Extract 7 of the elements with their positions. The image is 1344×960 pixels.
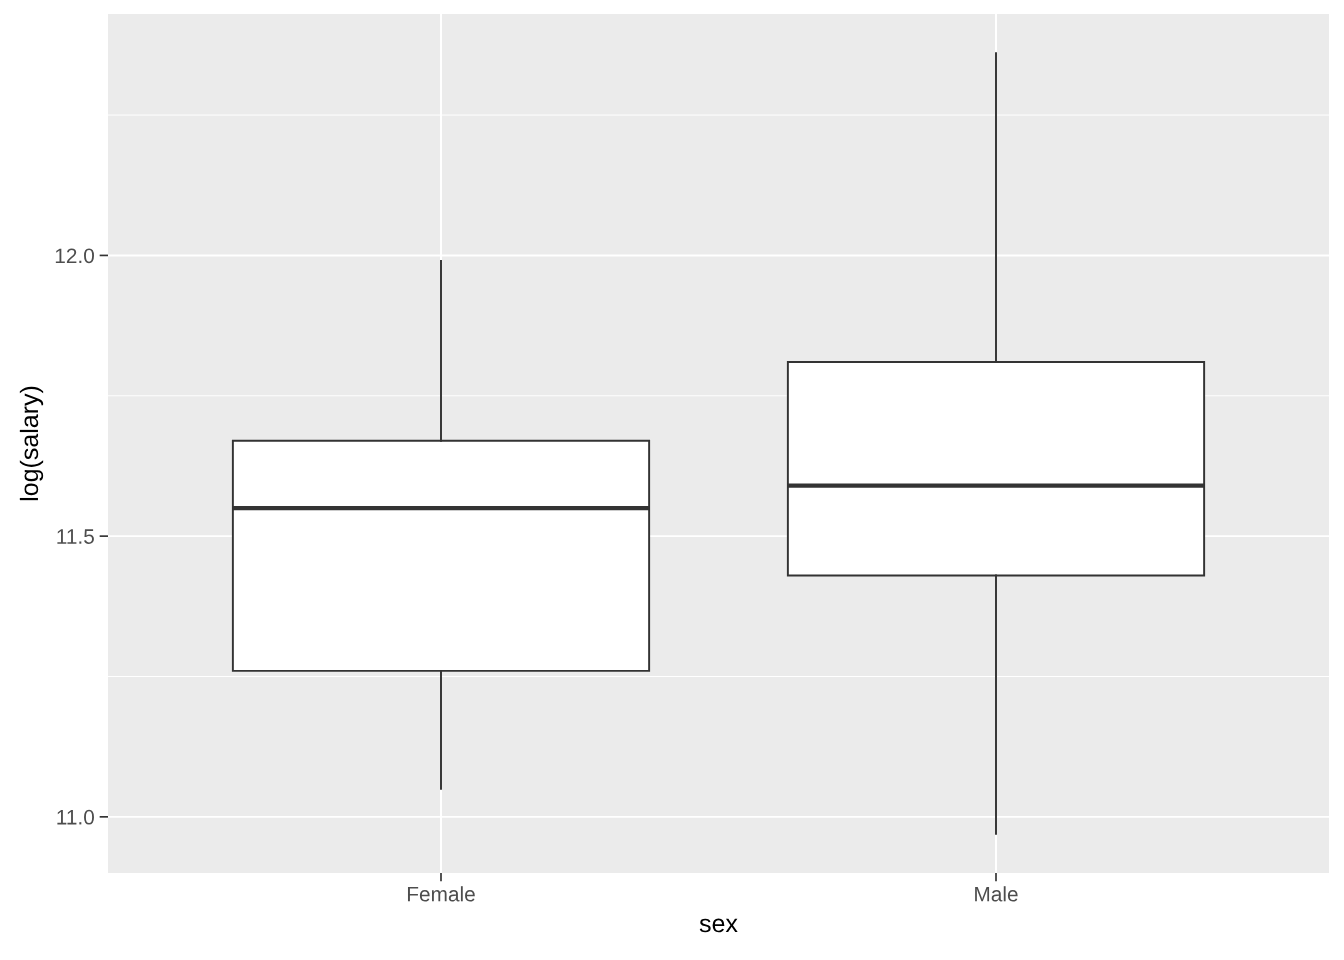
y-tick-label: 12.0 [55,248,94,264]
y-axis-title: log(salary) [19,386,44,501]
y-tick-label: 11.0 [57,809,94,825]
x-axis-title: sex [699,918,738,933]
y-tick-label: 11.5 [57,529,94,544]
x-tick-label: Male [975,886,1018,902]
x-tick-label: Female [407,886,475,902]
